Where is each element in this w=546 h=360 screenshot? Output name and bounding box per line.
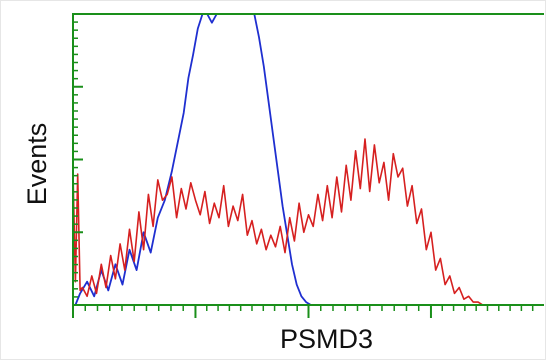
series-line-2 bbox=[72, 138, 541, 306]
plot-background bbox=[73, 14, 544, 305]
x-axis-title: PSMD3 bbox=[280, 324, 373, 354]
series-line-1 bbox=[74, 13, 319, 306]
y-axis-title: Events bbox=[22, 123, 52, 206]
plot-area bbox=[72, 13, 544, 318]
